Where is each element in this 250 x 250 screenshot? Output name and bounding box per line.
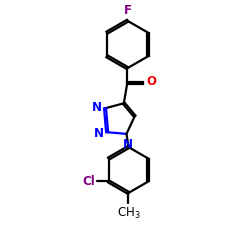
Text: N: N [122,138,132,151]
Text: N: N [92,100,102,114]
Text: CH$_3$: CH$_3$ [117,206,140,222]
Text: F: F [124,4,132,16]
Text: Cl: Cl [83,175,96,188]
Text: O: O [146,75,156,88]
Text: N: N [94,127,104,140]
